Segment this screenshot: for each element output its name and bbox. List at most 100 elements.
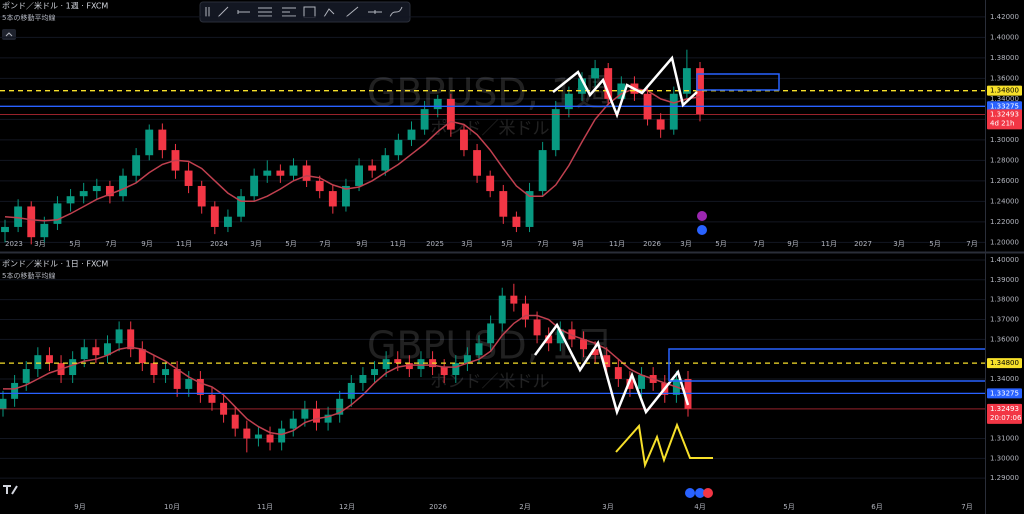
candle-body <box>336 398 344 415</box>
candle-body <box>92 347 100 356</box>
event-icons <box>685 211 713 498</box>
candle-body <box>210 206 219 227</box>
candle-body <box>237 196 245 217</box>
candle-body <box>40 223 49 238</box>
tool-hline[interactable] <box>368 10 382 14</box>
candle-body <box>460 129 468 151</box>
candle-body <box>162 369 170 376</box>
candle-body <box>486 175 495 192</box>
x-tick-label: 2026 <box>429 503 447 511</box>
candle-body <box>682 68 691 94</box>
drawing-toolbar[interactable] <box>199 1 411 23</box>
candle-body <box>568 329 576 340</box>
candle-body <box>223 216 232 227</box>
y-tick-label: 1.24000 <box>990 197 1019 205</box>
candle-body <box>158 129 167 151</box>
x-tick-label: 7月 <box>966 240 977 248</box>
tool-path[interactable] <box>323 8 335 18</box>
price-tag-label: 1.33275 <box>990 389 1019 397</box>
candle-body <box>355 165 363 186</box>
candle-body <box>564 93 573 110</box>
y-tick-label: 1.28000 <box>990 156 1019 164</box>
x-tick-label: 7月 <box>961 503 972 511</box>
pane-toggle[interactable] <box>2 483 20 495</box>
x-tick-label: 6月 <box>871 503 882 511</box>
x-tick-label: 2024 <box>210 240 228 248</box>
candle-body <box>382 359 390 370</box>
y-tick-label: 1.38000 <box>990 296 1019 304</box>
candle-body <box>473 150 482 176</box>
candle-body <box>14 206 23 227</box>
pane-toggle[interactable] <box>2 29 16 40</box>
candle-body <box>368 165 377 171</box>
candle-body <box>394 139 403 156</box>
candle-body <box>115 329 123 344</box>
candle-body <box>420 109 429 130</box>
price-pane: 1.420001.400001.380001.360001.340001.320… <box>0 1 1019 248</box>
y-tick-label: 1.36000 <box>990 335 1019 343</box>
candle-body <box>381 155 390 171</box>
candle-body <box>347 382 355 399</box>
candle-body <box>545 335 553 344</box>
tool-fib[interactable] <box>258 7 272 17</box>
tool-line[interactable] <box>345 6 359 18</box>
x-tick-label: 11月 <box>176 240 192 248</box>
candle-body <box>301 408 309 419</box>
tool-channel[interactable] <box>282 7 296 17</box>
y-tick-label: 1.42000 <box>990 13 1019 21</box>
box-drawing <box>668 348 985 382</box>
candle-body <box>276 170 285 176</box>
x-tick-label: 3月 <box>461 240 472 248</box>
price-tag <box>987 403 1022 424</box>
candle-body <box>145 129 154 156</box>
candle-body <box>533 319 541 336</box>
candle-body <box>394 359 402 364</box>
price-tag <box>987 109 1022 130</box>
candle-body <box>578 78 586 94</box>
zigzag-drawing <box>552 55 698 119</box>
candle-body <box>591 68 600 79</box>
y-tick-label: 1.29000 <box>990 474 1019 482</box>
price-tag <box>987 358 1022 369</box>
candle-body <box>1 226 9 233</box>
x-tick-label: 12月 <box>339 503 355 511</box>
candle-body <box>105 185 114 197</box>
indicator-label: 5本の移動平均線 <box>2 13 55 22</box>
y-tick-label: 1.36000 <box>990 74 1019 82</box>
tool-grip[interactable] <box>205 7 210 17</box>
user-drawings <box>552 55 780 119</box>
candle-body <box>127 329 135 350</box>
tool-ray[interactable] <box>237 10 250 14</box>
chart-title: ポンド／米ドル · 1週 · FXCM <box>2 1 108 11</box>
tool-trend[interactable] <box>217 6 229 18</box>
candle-body <box>302 165 311 181</box>
candle-body <box>328 191 337 207</box>
y-tick-label: 1.37000 <box>990 315 1019 323</box>
candle-body <box>525 191 534 227</box>
y-tick-label: 1.31000 <box>990 435 1019 443</box>
x-tick-label: 11月 <box>390 240 406 248</box>
candle-body <box>551 109 560 151</box>
x-tick-label: 3月 <box>602 503 613 511</box>
zigzag-drawing <box>615 422 713 469</box>
candle-body <box>197 185 206 207</box>
candle-body <box>405 363 413 370</box>
tool-brush[interactable] <box>389 6 403 18</box>
chart-title: ポンド／米ドル · 1日 · FXCM <box>2 259 108 269</box>
moving-average <box>4 87 701 222</box>
candle-body <box>185 378 193 389</box>
price-tag-label: 1.33275 <box>990 102 1019 110</box>
candle-body <box>119 175 127 197</box>
candle-body <box>312 408 320 423</box>
candle-body <box>184 170 193 186</box>
x-tick-label: 3月 <box>893 240 904 248</box>
x-tick-label: 11月 <box>257 503 273 511</box>
candle-body <box>538 150 547 192</box>
x-tick-label: 2023 <box>5 240 23 248</box>
candle-body <box>0 398 7 409</box>
x-tick-label: 7月 <box>753 240 764 248</box>
y-tick-label: 1.20000 <box>990 238 1019 246</box>
x-tick-label: 3月 <box>250 240 261 248</box>
